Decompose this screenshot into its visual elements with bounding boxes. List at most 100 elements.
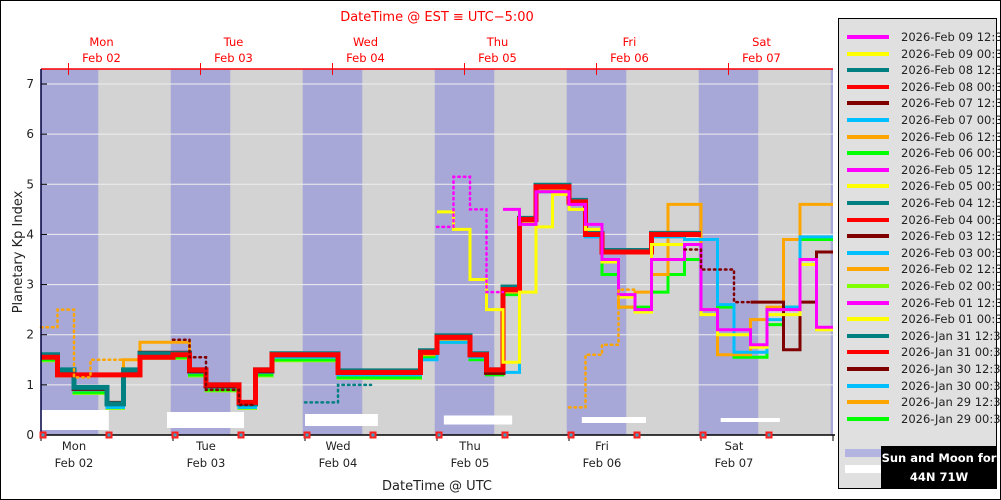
series-line-2026-feb-09-12-30 bbox=[503, 190, 833, 347]
legend-label: 2026-Feb 02 00:30 bbox=[901, 279, 1001, 293]
bin-marker-center bbox=[569, 433, 573, 437]
x-axis-day-label: Fri bbox=[595, 439, 609, 453]
legend-item: 2026-Feb 04 12:30 bbox=[847, 196, 1001, 210]
legend-item: 2026-Feb 01 12:30 bbox=[847, 295, 1001, 310]
legend-label: 2026-Jan 31 00:30 bbox=[901, 345, 1001, 360]
y-tick-label: 1 bbox=[26, 378, 34, 392]
legend-swatch bbox=[847, 118, 889, 122]
legend-swatch bbox=[847, 416, 889, 421]
legend-label: 2026-Feb 02 12:30 bbox=[901, 262, 1001, 277]
legend-item: 2026-Feb 09 12:30 bbox=[847, 30, 1000, 44]
legend-label: 2026-Feb 08 12:30 bbox=[901, 63, 1001, 78]
legend-label: 2026-Feb 07 12:30 bbox=[901, 96, 1001, 111]
legend-item: 2026-Feb 06 12:30 bbox=[847, 130, 1000, 144]
legend-item: 2026-Jan 30 00:30 bbox=[847, 378, 1001, 393]
legend-swatch bbox=[847, 217, 889, 222]
legend-item: 2026-Feb 08 12:30 bbox=[847, 63, 1001, 78]
bin-marker-center bbox=[635, 433, 639, 437]
bin-marker-center bbox=[437, 433, 441, 437]
series-line-dotted-14 bbox=[567, 288, 637, 409]
top-axis-day-label: Tue bbox=[223, 35, 244, 49]
x-axis-day-label: Tue bbox=[195, 439, 216, 453]
legend-swatch bbox=[847, 383, 889, 388]
x-axis-date-label: Feb 04 bbox=[319, 456, 358, 470]
legend-item: 2026-Feb 03 00:30 bbox=[847, 246, 1000, 260]
legend-swatch bbox=[847, 51, 889, 56]
bin-marker-center bbox=[239, 433, 243, 437]
legend-swatch bbox=[847, 367, 889, 371]
legend-label: 2026-Feb 08 00:30 bbox=[901, 79, 1001, 94]
sun-moon-line1: Sun and Moon for bbox=[881, 451, 997, 465]
top-axis-date-label: Feb 06 bbox=[610, 51, 649, 65]
top-axis-date-label: Feb 02 bbox=[82, 51, 121, 65]
x-axis-day-label: Sat bbox=[725, 439, 744, 453]
moon-up-bar bbox=[41, 410, 109, 430]
x-axis-day-label: Mon bbox=[62, 439, 86, 453]
moon-up-bar bbox=[443, 415, 513, 425]
legend-item: 2026-Feb 04 00:30 bbox=[847, 212, 1001, 227]
legend-label: 2026-Feb 03 12:30 bbox=[901, 229, 1001, 244]
legend-swatch bbox=[847, 300, 889, 305]
legend-label: 2026-Feb 04 12:30 bbox=[901, 196, 1001, 210]
legend-swatch bbox=[847, 167, 889, 172]
x-axis-date-label: Feb 06 bbox=[583, 456, 622, 470]
legend-item: 2026-Jan 31 00:30 bbox=[847, 345, 1001, 360]
legend-item: 2026-Feb 02 12:30 bbox=[847, 262, 1001, 277]
x-axis-title: DateTime @ UTC bbox=[382, 479, 492, 494]
moon-up-bar bbox=[167, 412, 245, 428]
legend-item: 2026-Jan 31 12:30 bbox=[847, 328, 1001, 343]
legend-label: 2026-Feb 04 00:30 bbox=[901, 212, 1001, 227]
series-line-2026-feb-08-00-30 bbox=[41, 184, 701, 405]
legend-swatch bbox=[847, 400, 889, 405]
legend-swatch bbox=[847, 134, 889, 139]
legend-item: 2026-Feb 09 00:30 bbox=[847, 47, 1000, 61]
legend-item: 2026-Feb 06 00:30 bbox=[847, 146, 1001, 161]
x-axis-day-label: Thu bbox=[458, 439, 481, 453]
night-band bbox=[434, 69, 495, 435]
x-axis-day-label: Wed bbox=[325, 439, 350, 453]
top-axis-date-label: Feb 05 bbox=[478, 51, 517, 65]
legend-item: 2026-Feb 07 12:30 bbox=[847, 96, 1001, 111]
legend-item: 2026-Feb 03 12:30 bbox=[847, 229, 1001, 244]
legend-label: 2026-Feb 06 00:30 bbox=[901, 146, 1001, 161]
legend-swatch bbox=[847, 68, 889, 73]
bin-marker-center bbox=[107, 433, 111, 437]
series-line-dotted-10 bbox=[39, 308, 125, 379]
legend-swatch bbox=[847, 267, 889, 272]
legend-swatch bbox=[847, 284, 889, 288]
legend-swatch bbox=[847, 350, 889, 355]
y-tick-label: 5 bbox=[26, 177, 34, 191]
y-tick-label: 0 bbox=[26, 428, 34, 442]
legend-label: 2026-Jan 29 00:30 bbox=[901, 411, 1001, 426]
legend-label: 2026-Feb 01 12:30 bbox=[901, 295, 1001, 310]
legend-label: 2026-Feb 05 00:30 bbox=[901, 179, 1001, 194]
y-tick-label: 7 bbox=[26, 77, 34, 91]
bin-marker-center bbox=[371, 433, 375, 437]
legend-swatch bbox=[847, 333, 889, 338]
top-axis-day-label: Fri bbox=[623, 35, 637, 49]
night-band bbox=[41, 69, 99, 435]
legend-swatch bbox=[847, 35, 889, 39]
legend-label: 2026-Jan 31 12:30 bbox=[901, 328, 1001, 343]
legend-item: 2026-Jan 29 00:30 bbox=[847, 411, 1001, 426]
y-tick-label: 3 bbox=[26, 278, 34, 292]
top-axis-day-label: Thu bbox=[486, 35, 509, 49]
legend-item: 2026-Jan 29 12:30 bbox=[847, 395, 1000, 409]
legend-label: 2026-Feb 05 12:30 bbox=[901, 162, 1001, 177]
bin-marker-center bbox=[701, 433, 705, 437]
top-axis-day-label: Wed bbox=[353, 35, 378, 49]
legend-swatch bbox=[847, 84, 889, 89]
x-axis-date-label: Feb 07 bbox=[715, 456, 754, 470]
legend-swatch bbox=[847, 250, 889, 255]
series-line-dotted-11 bbox=[171, 338, 257, 407]
legend-item: 2026-Feb 01 00:30 bbox=[847, 312, 1000, 326]
bin-marker-center bbox=[305, 433, 309, 437]
y-axis-title: Planetary Kp Index bbox=[11, 190, 26, 313]
legend-label: 2026-Jan 30 00:30 bbox=[901, 378, 1001, 393]
legend-swatch bbox=[847, 317, 889, 322]
moon-up-bar bbox=[581, 417, 646, 423]
series-line-dotted-15 bbox=[683, 248, 752, 304]
y-tick-label: 2 bbox=[26, 328, 34, 342]
night-band bbox=[170, 69, 231, 435]
legend-item: 2026-Feb 02 00:30 bbox=[847, 279, 1001, 293]
